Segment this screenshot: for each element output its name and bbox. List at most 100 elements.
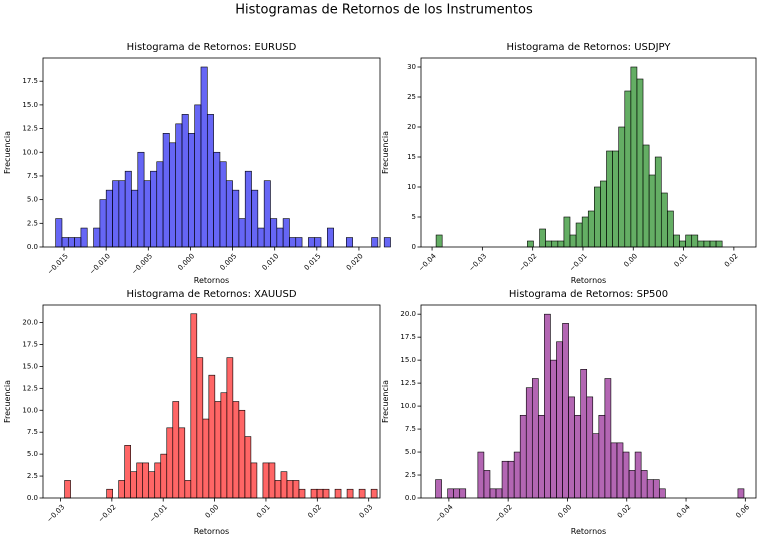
y-axis-label: Frecuencia — [3, 380, 12, 423]
histogram-bar — [652, 479, 660, 499]
histogram-bar — [604, 378, 612, 499]
histogram-bar — [314, 237, 322, 248]
histogram-bar — [624, 90, 632, 248]
histogram-bar — [244, 436, 252, 499]
histogram-bar — [715, 240, 723, 248]
histogram-bar — [636, 78, 644, 248]
y-tick-label: 17.5 — [22, 77, 38, 85]
histogram-bar — [316, 488, 324, 499]
y-tick-label: 0.0 — [27, 494, 38, 502]
histogram-bar — [136, 462, 144, 499]
y-axis-label: Frecuencia — [381, 131, 390, 174]
histogram-bar — [213, 151, 221, 248]
histogram-bar — [148, 471, 156, 499]
histogram-bar — [556, 341, 563, 499]
histogram-bar — [568, 396, 575, 499]
histogram-bar — [322, 488, 330, 499]
y-tick-label: 7.5 — [27, 428, 38, 436]
histogram-bar — [184, 480, 192, 499]
histogram-bar — [703, 240, 711, 248]
histogram-bar — [574, 414, 581, 499]
histogram-bar — [691, 234, 699, 248]
y-tick-label: 12.5 — [22, 384, 38, 392]
y-tick-label: 5.0 — [27, 196, 38, 204]
histogram-bar — [55, 218, 63, 248]
histogram-bar — [238, 409, 246, 499]
histogram-bar — [295, 237, 303, 248]
y-tick-label: 2.5 — [27, 219, 38, 227]
histogram-bar — [208, 374, 216, 499]
x-axis-label: Retornos — [571, 276, 606, 285]
histogram-bar — [630, 66, 638, 248]
histogram-bar — [200, 66, 208, 248]
histogram-bar — [648, 174, 656, 248]
histogram-bar — [453, 488, 461, 499]
y-tick-label: 7.5 — [405, 425, 416, 433]
y-tick-label: 0.0 — [405, 494, 416, 502]
histogram-bar — [371, 237, 379, 248]
y-tick-label: 10 — [407, 183, 416, 191]
histogram-bar — [244, 170, 252, 248]
histogram-bar — [202, 418, 210, 499]
y-tick-label: 5 — [412, 213, 416, 221]
y-tick-label: 20.0 — [400, 310, 416, 318]
histogram-bar — [673, 234, 680, 248]
histogram-bar — [286, 480, 294, 499]
histogram-bar — [531, 378, 539, 499]
histogram-bar — [658, 488, 666, 499]
histogram-bar — [220, 392, 228, 499]
histogram-bar — [280, 471, 288, 499]
histogram-bar — [538, 414, 545, 499]
histogram-bar — [292, 480, 300, 499]
subplot-title: Histograma de Retornos: EURUSD — [127, 42, 297, 53]
histogram-bar — [238, 218, 246, 248]
histogram-bar — [477, 451, 485, 499]
y-tick-label: 5.0 — [27, 450, 38, 458]
histogram-bar — [276, 227, 284, 248]
subplot-title: Histograma de Retornos: SP500 — [509, 289, 668, 300]
axes-frame — [420, 304, 757, 499]
histogram-bar — [646, 479, 654, 499]
histogram-bar — [592, 433, 600, 499]
histogram-bar — [67, 237, 75, 248]
histogram-bar — [667, 210, 674, 248]
y-tick-label: 17.5 — [400, 333, 416, 341]
histogram-bar — [106, 488, 113, 499]
y-tick-label: 15.0 — [22, 101, 38, 109]
histogram-bar — [594, 186, 601, 248]
y-axis: 0.0 2.5 5.0 7.5 10.0 12.5 15.0 17.5 — [22, 77, 43, 251]
y-tick-label: 20.0 — [22, 319, 38, 327]
histogram-bar — [169, 142, 177, 248]
histogram-bar — [507, 460, 515, 499]
histogram-bar — [519, 414, 527, 499]
histogram-bar — [447, 488, 454, 499]
histogram-bar — [600, 180, 607, 248]
y-tick-label: 5.0 — [405, 448, 416, 456]
histogram-bar — [64, 480, 71, 499]
histogram-bar — [274, 480, 282, 499]
histogram-bar — [93, 227, 101, 248]
histogram-bar — [345, 237, 353, 248]
histogram-bar — [118, 180, 126, 248]
y-tick-label: 25 — [407, 93, 416, 101]
histogram-bar — [642, 144, 650, 248]
histogram-bar — [358, 488, 366, 499]
y-tick-label: 17.5 — [22, 340, 38, 348]
histogram-bar — [150, 170, 158, 248]
y-tick-label: 0 — [412, 243, 416, 251]
histogram-bar — [557, 240, 565, 248]
y-tick-label: 10.0 — [400, 402, 416, 410]
histogram-bar — [527, 240, 534, 248]
histogram-bar — [130, 471, 138, 499]
histogram-bar — [525, 387, 533, 499]
histogram-bar — [112, 180, 120, 248]
subplot-4: 0.02.55.07.510.012.515.017.520.0−0.04 −0.… — [381, 289, 757, 536]
histogram-bar — [581, 216, 589, 248]
histogram-bar — [539, 228, 546, 248]
histogram-bar — [545, 240, 553, 248]
figure-suptitle: Histogramas de Retornos de los Instrumen… — [235, 3, 533, 18]
histogram-bar — [612, 150, 619, 248]
y-axis: 0.0 2.5 5.0 7.5 10.0 12.5 15.0 17.5 20.0 — [400, 310, 421, 502]
y-tick-label: 2.5 — [27, 472, 38, 480]
